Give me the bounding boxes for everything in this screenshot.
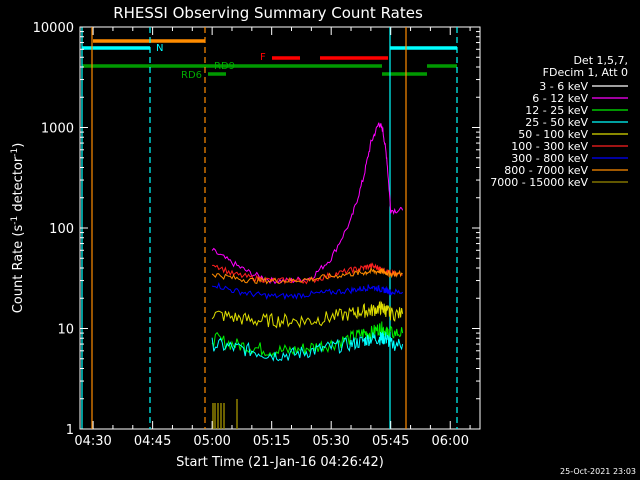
y-tick-label: 10 — [57, 323, 74, 338]
flag-label-rd9: RD9 — [214, 61, 235, 72]
x-axis-label: Start Time (21-Jan-16 04:26:42) — [176, 455, 384, 470]
legend-label: 6 - 12 keV — [532, 92, 588, 105]
x-tick-label: 05:30 — [312, 434, 349, 449]
legend-label: 50 - 100 keV — [518, 128, 588, 141]
y-tick-label: 100 — [49, 222, 74, 237]
series-line-3 — [211, 331, 404, 362]
legend-label: 800 - 7000 keV — [504, 164, 588, 177]
x-tick-label: 05:00 — [193, 434, 230, 449]
series-line-2 — [211, 321, 404, 358]
series-line-7 — [211, 267, 403, 285]
x-tick-label: 04:30 — [74, 434, 111, 449]
legend-header: FDecim 1, Att 0 — [543, 66, 628, 79]
flag-label-rd6: RD6 — [181, 70, 202, 81]
x-tick-label: 05:15 — [253, 434, 290, 449]
legend-label: 25 - 50 keV — [525, 116, 588, 129]
y-tick-label: 10000 — [33, 21, 74, 36]
series-line-4 — [211, 300, 404, 329]
legend-label: 100 - 300 keV — [511, 140, 588, 153]
legend-label: 12 - 25 keV — [525, 104, 588, 117]
x-axis: 04:30 04:45 05:00 05:15 05:30 05:45 06:00 — [74, 27, 471, 449]
series-line-1 — [211, 122, 404, 285]
y-axis-label: Count Rate (s-1 detector-1) — [10, 143, 26, 314]
series-line-0 — [211, 156, 403, 215]
y-axis: 1 10 100 1000 10000 — [33, 21, 480, 438]
legend-label: 3 - 6 keV — [539, 80, 588, 93]
vertical-markers — [81, 27, 458, 429]
y-tick-label: 1 — [66, 423, 74, 438]
x-tick-label: 06:00 — [432, 434, 469, 449]
plot-frame — [79, 26, 481, 430]
legend-header: Det 1,5,7, — [573, 54, 628, 67]
x-tick-label: 04:45 — [134, 434, 171, 449]
legend-label: 300 - 800 keV — [511, 152, 588, 165]
flag-bars: N RD9 RD6 F — [82, 39, 457, 81]
legend-label: 7000 - 15000 keV — [490, 176, 588, 189]
x-tick-label: 05:45 — [372, 434, 409, 449]
flag-label-n: N — [156, 43, 163, 54]
flag-label-f: F — [260, 52, 266, 63]
series-line-6 — [211, 281, 403, 301]
series-layer — [211, 122, 404, 429]
y-tick-label: 1000 — [41, 122, 74, 137]
timestamp: 25-Oct-2021 23:03 — [560, 467, 636, 476]
chart-title: RHESSI Observing Summary Count Rates — [113, 4, 423, 22]
